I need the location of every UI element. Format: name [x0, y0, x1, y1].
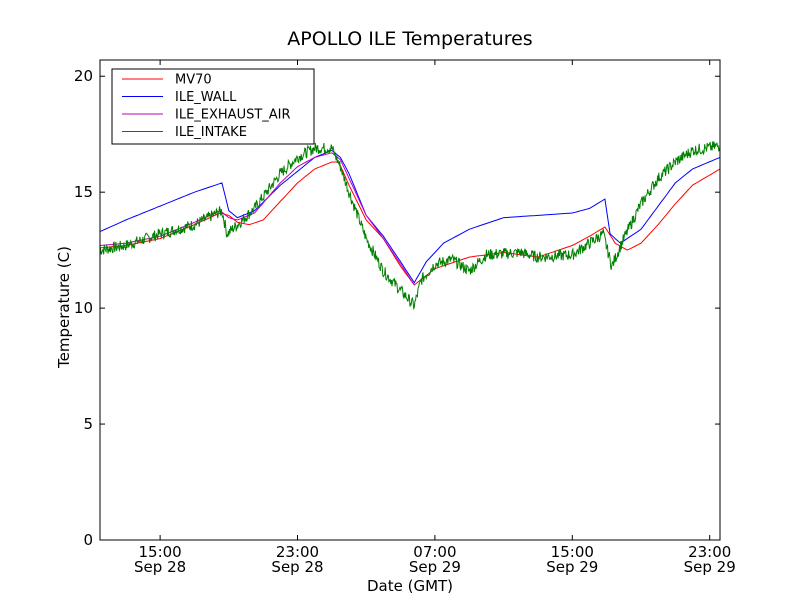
x-tick-date-label: Sep 29 — [409, 558, 461, 576]
x-tick-time-label: 15:00 — [551, 543, 594, 561]
plot-frame — [99, 59, 721, 541]
series-line-ile-wall — [99, 149, 721, 284]
x-tick-date-label: Sep 28 — [134, 558, 186, 576]
legend-label: ILE_WALL — [175, 90, 237, 105]
y-axis-label: Temperature (C) — [55, 246, 73, 369]
legend-label: ILE_INTAKE — [175, 125, 247, 140]
x-tick-time-label: 15:00 — [138, 543, 181, 561]
x-tick-time-label: 23:00 — [688, 543, 731, 561]
legend: MV70 ILE_WALL ILE_EXHAUST_AIR ILE_INTAKE — [111, 68, 315, 145]
series-line-ile-exhaust-air — [99, 152, 415, 286]
y-tick-label: 5 — [83, 415, 93, 433]
x-tick-time-label: 23:00 — [276, 543, 319, 561]
chart-title: APOLLO ILE Temperatures — [287, 28, 532, 50]
x-tick-time-label: 07:00 — [413, 543, 456, 561]
y-tick-label: 15 — [74, 183, 93, 201]
plot-area — [99, 141, 721, 310]
x-tick-date-label: Sep 28 — [271, 558, 323, 576]
y-tick-label: 10 — [74, 299, 93, 317]
x-tick-date-label: Sep 29 — [546, 558, 598, 576]
x-axis-label: Date (GMT) — [367, 577, 453, 595]
y-tick-label: 20 — [74, 67, 93, 85]
y-tick-label: 0 — [83, 531, 93, 549]
x-tick-date-label: Sep 29 — [684, 558, 736, 576]
legend-label: MV70 — [175, 73, 212, 88]
legend-label: ILE_EXHAUST_AIR — [175, 108, 291, 123]
series-line-ile-intake — [99, 141, 721, 310]
